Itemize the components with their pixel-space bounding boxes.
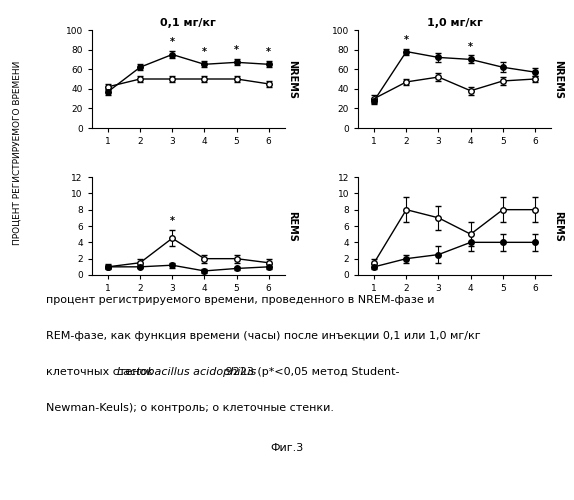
Text: REMS: REMS	[553, 210, 563, 242]
Text: *: *	[234, 46, 239, 56]
Text: Фиг.3: Фиг.3	[270, 442, 304, 452]
Text: клеточных стенок: клеточных стенок	[46, 367, 157, 377]
Text: Newman-Keuls); о контроль; о клеточные стенки.: Newman-Keuls); о контроль; о клеточные с…	[46, 403, 334, 413]
Text: *: *	[202, 48, 207, 58]
Text: *: *	[170, 36, 174, 46]
Text: *: *	[170, 216, 174, 226]
Text: REM-фазе, как функция времени (часы) после инъекции 0,1 или 1,0 мг/кг: REM-фазе, как функция времени (часы) пос…	[46, 331, 480, 341]
Text: 9223 (р*<0,05 метод Student-: 9223 (р*<0,05 метод Student-	[222, 367, 400, 377]
Text: NREMS: NREMS	[286, 60, 297, 98]
Text: *: *	[404, 34, 409, 44]
Text: REMS: REMS	[286, 210, 297, 242]
Text: процент регистрируемого времени, проведенного в NREM-фазе и: процент регистрируемого времени, проведе…	[46, 295, 435, 305]
Text: *: *	[468, 42, 473, 51]
Text: ПРОЦЕНТ РЕГИСТРИРУЕМОГО ВРЕМЕНИ: ПРОЦЕНТ РЕГИСТРИРУЕМОГО ВРЕМЕНИ	[13, 60, 22, 244]
Title: 0,1 мг/кг: 0,1 мг/кг	[161, 18, 216, 28]
Text: Lactobacillus acidophilus: Lactobacillus acidophilus	[117, 367, 257, 377]
Text: NREMS: NREMS	[553, 60, 563, 98]
Title: 1,0 мг/кг: 1,0 мг/кг	[426, 18, 482, 28]
Text: *: *	[266, 48, 271, 58]
